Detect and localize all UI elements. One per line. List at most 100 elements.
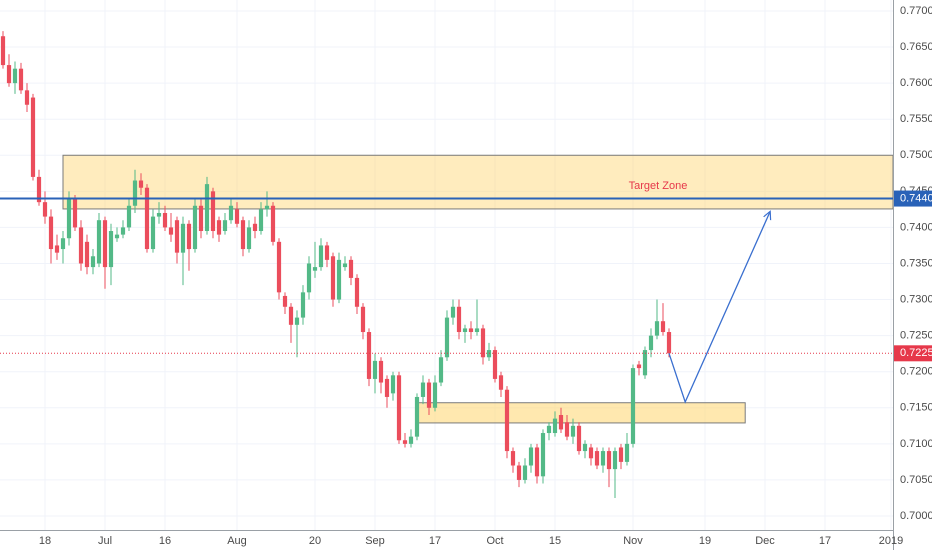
- overlays: Target Zone: [0, 180, 893, 404]
- candle-body: [582, 443, 588, 452]
- candle-body: [384, 378, 390, 397]
- candle-body: [522, 465, 528, 480]
- x-tick-label: Aug: [227, 535, 247, 547]
- candle-body: [288, 306, 294, 325]
- candle-body: [318, 245, 324, 268]
- candle-body: [240, 220, 246, 250]
- last-price-label-bg: [894, 345, 932, 362]
- candle-body: [234, 209, 240, 224]
- candle-body: [246, 227, 252, 250]
- candle-body: [282, 295, 288, 307]
- candle-body: [126, 205, 132, 228]
- candle-body: [324, 245, 330, 260]
- candle-body: [0, 36, 6, 66]
- candle-body: [618, 447, 624, 462]
- x-tick-label: Oct: [486, 535, 503, 547]
- candle-body: [534, 447, 540, 477]
- grid: [0, 0, 893, 530]
- candle-body: [342, 263, 348, 268]
- y-tick-label: 0.77000: [900, 5, 932, 17]
- candle-body: [474, 328, 480, 333]
- candle-body: [138, 180, 144, 188]
- candle-body: [132, 180, 138, 206]
- target-zone-label: Target Zone: [629, 180, 688, 192]
- candle-body: [198, 205, 204, 232]
- candle-body: [390, 375, 396, 394]
- candle-body: [558, 414, 564, 430]
- candle-body: [276, 241, 282, 293]
- candle-body: [492, 350, 498, 379]
- candle-body: [468, 328, 474, 333]
- candle-body: [438, 357, 444, 383]
- time-axis-bg: [0, 530, 893, 550]
- candle-body: [300, 292, 306, 318]
- candle-body: [306, 263, 312, 293]
- candle-body: [408, 436, 414, 444]
- x-tick-label: 15: [549, 535, 561, 547]
- candle-body: [642, 350, 648, 376]
- support-zone: [417, 402, 746, 424]
- candle-body: [654, 321, 660, 336]
- candle-body: [450, 306, 456, 318]
- candle-body: [612, 451, 618, 470]
- candle-body: [156, 212, 162, 217]
- x-tick-label: Jul: [98, 535, 112, 547]
- candle-body: [600, 451, 606, 466]
- candle-body: [378, 360, 384, 383]
- candle-body: [552, 418, 558, 434]
- candles: [0, 31, 672, 498]
- candle-body: [252, 223, 258, 232]
- candle-body: [222, 220, 228, 232]
- candle-body: [258, 209, 264, 232]
- candle-body: [120, 227, 126, 235]
- candle-body: [462, 328, 468, 333]
- x-tick-label: 17: [429, 535, 441, 547]
- candle-body: [72, 198, 78, 228]
- x-tick-label: Sep: [365, 535, 385, 547]
- candle-body: [150, 216, 156, 250]
- candle-body: [186, 223, 192, 250]
- candle-body: [270, 205, 276, 242]
- candle-body: [174, 220, 180, 253]
- candle-body: [180, 223, 186, 253]
- x-tick-label: 19: [699, 535, 711, 547]
- x-tick-label: 17: [819, 535, 831, 547]
- candle-body: [96, 220, 102, 264]
- candle-body: [6, 65, 12, 84]
- candle-body: [396, 375, 402, 441]
- candle-body: [510, 451, 516, 466]
- candle-body: [420, 382, 426, 397]
- candle-body: [456, 306, 462, 333]
- candle-body: [204, 184, 210, 232]
- candle-body: [42, 202, 48, 217]
- x-tick-label: Nov: [623, 535, 643, 547]
- candle-body: [432, 382, 438, 408]
- candle-body: [216, 220, 222, 235]
- candle-body: [60, 238, 66, 250]
- candle-body: [660, 321, 666, 333]
- candle-body: [630, 368, 636, 444]
- candle-body: [168, 227, 174, 235]
- last-price-label: 0.72255: [900, 347, 932, 359]
- candle-body: [54, 245, 60, 253]
- candle-body: [228, 205, 234, 221]
- candle-body: [330, 256, 336, 300]
- candle-body: [576, 425, 582, 452]
- candle-body: [36, 176, 42, 203]
- zones: [62, 154, 894, 424]
- candle-body: [12, 68, 18, 84]
- candle-body: [48, 216, 54, 250]
- candle-body: [636, 364, 642, 369]
- x-tick-label: 16: [159, 535, 171, 547]
- candle-body: [210, 191, 216, 232]
- candle-body: [594, 451, 600, 466]
- candle-body: [90, 256, 96, 268]
